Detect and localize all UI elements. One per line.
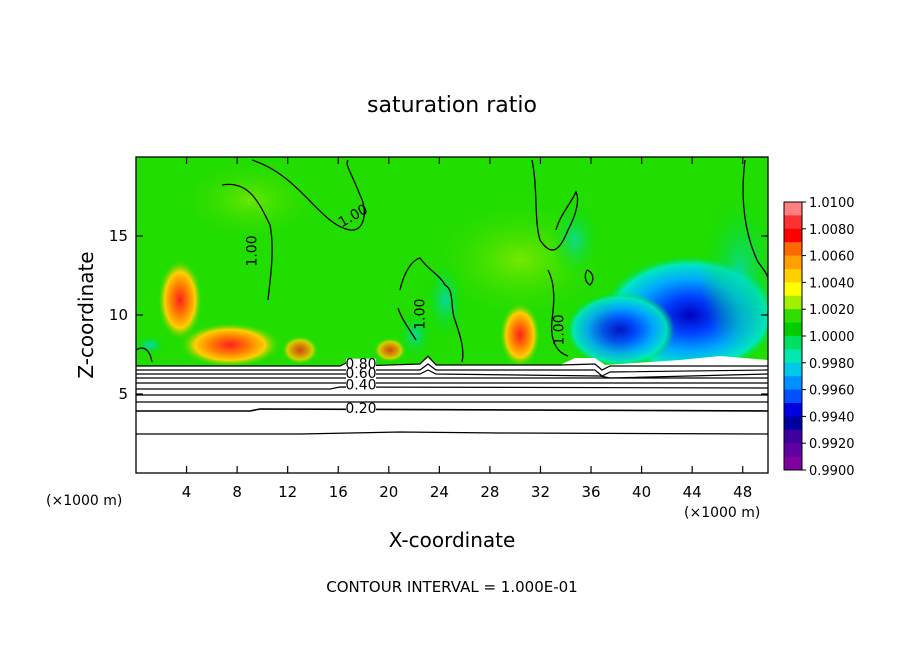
x-tick-label: 8	[232, 483, 242, 501]
x-axis-unit-left: (×1000 m)	[46, 493, 122, 509]
contour-labels: 1.001.001.001.000.800.600.400.20	[244, 201, 567, 416]
colorbar-label: 1.0000	[809, 330, 855, 345]
colorbar-swatch	[784, 362, 802, 377]
contour-label-bg	[345, 368, 376, 382]
x-tick-label: 4	[182, 483, 192, 501]
colorbar-label: 0.9900	[809, 464, 855, 479]
contour-label: 1.00	[244, 235, 260, 266]
colorbar-label: 1.0080	[809, 223, 855, 238]
x-tick-label: 44	[683, 483, 702, 501]
x-tick-label: 20	[379, 483, 398, 501]
x-tick-label: 48	[733, 483, 752, 501]
contour-label-bg	[345, 402, 376, 416]
colorbar-label: 1.0040	[809, 276, 855, 291]
colorbar-swatch	[784, 295, 802, 310]
colorbar-swatch	[784, 309, 802, 324]
colorbar-label: 1.0060	[809, 250, 855, 265]
colorbar-label: 0.9940	[809, 410, 855, 425]
contours-lower	[136, 355, 768, 435]
colorbar-swatch	[784, 215, 802, 230]
y-axis-label: Z-coordinate	[74, 251, 98, 378]
colorbar-swatch	[784, 389, 802, 404]
colorbar-label: 0.9920	[809, 437, 855, 452]
colorbar-swatch	[784, 255, 802, 270]
x-axis: 4 8 12 16 20 24 28 32 36 40 44 48	[182, 157, 752, 501]
x-tick-label: 40	[632, 483, 651, 501]
contour-interval-note: CONTOUR INTERVAL = 1.000E-01	[326, 578, 577, 596]
x-tick-label: 28	[480, 483, 499, 501]
colorbar-swatch	[784, 443, 802, 458]
colorbar-swatch	[784, 202, 802, 216]
colorbar-swatch	[784, 416, 802, 431]
colorbar-label: 0.9980	[809, 357, 855, 372]
colorbar-swatch	[784, 349, 802, 364]
x-tick-label: 16	[329, 483, 348, 501]
colorbar-swatch	[784, 376, 802, 391]
chart-title: saturation ratio	[367, 93, 537, 118]
colorbar-swatch	[784, 336, 802, 350]
colorbar: 1.0100 1.0080 1.0060 1.0040 1.0020 1.0000 0.99…	[783, 196, 855, 479]
x-axis-label: X-coordinate	[389, 528, 516, 552]
x-tick-label: 36	[581, 483, 600, 501]
colorbar-label: 1.0020	[809, 303, 855, 318]
colorbar-swatch	[784, 242, 802, 257]
contour-label: 0.40	[345, 377, 376, 393]
colorbar-swatch	[784, 228, 802, 243]
y-tick-label: 5	[118, 385, 128, 403]
x-tick-label: 12	[278, 483, 297, 501]
colorbar-swatch	[784, 456, 802, 471]
colorbar-swatch	[784, 403, 802, 417]
x-tick-label: 24	[430, 483, 449, 501]
colorbar-swatch	[784, 269, 802, 283]
colorbar-swatch	[784, 282, 802, 297]
terrain-band	[136, 356, 768, 473]
plot-area	[136, 157, 768, 473]
contours-upper	[136, 159, 768, 363]
contour-label: 0.60	[345, 366, 376, 382]
colorbar-label: 0.9960	[809, 384, 855, 399]
y-tick-label: 15	[109, 227, 128, 245]
colorbar-swatch	[784, 322, 802, 337]
y-axis: 5 10 15	[109, 227, 768, 403]
contour-label: 1.00	[551, 314, 567, 345]
x-axis-unit-right: (×1000 m)	[684, 505, 760, 521]
y-tick-label: 10	[109, 306, 128, 324]
contour-label-bg	[345, 379, 376, 393]
colorbar-label: 1.0100	[809, 196, 855, 211]
x-tick-label: 32	[531, 483, 550, 501]
colorbar-swatch	[784, 429, 802, 444]
contour-label: 0.20	[345, 401, 376, 417]
contour-label: 1.00	[412, 299, 428, 330]
